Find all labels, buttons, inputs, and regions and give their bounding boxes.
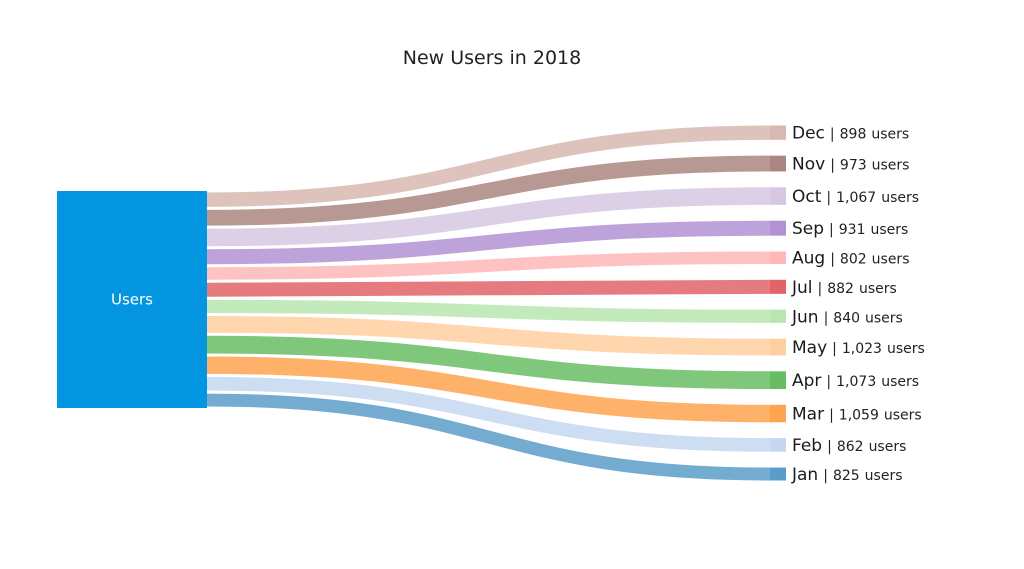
unit-suffix: users — [865, 468, 903, 484]
unit-suffix: users — [872, 158, 910, 174]
target-label-jul: Jul | 882 users — [791, 278, 897, 298]
target-label-feb: Feb | 862 users — [792, 436, 906, 456]
flow-link-sep[interactable] — [206, 220, 771, 265]
target-node-jul[interactable] — [770, 279, 786, 294]
source-node-users — [57, 191, 207, 408]
target-label-jan: Jan | 825 users — [791, 465, 903, 485]
target-label-dec: Dec | 898 users — [792, 124, 909, 144]
flow-link-aug[interactable] — [206, 251, 771, 280]
separator: | — [824, 310, 829, 326]
flow-link-apr[interactable] — [206, 335, 771, 390]
source-node-label: Users — [111, 291, 153, 309]
user-count: 931 — [839, 222, 866, 238]
month-label: Dec — [792, 124, 825, 144]
target-label-jun: Jun | 840 users — [791, 307, 903, 327]
separator: | — [826, 374, 831, 390]
target-node-feb[interactable] — [770, 438, 786, 452]
unit-suffix: users — [859, 281, 897, 297]
unit-suffix: users — [872, 252, 910, 268]
month-label: May — [792, 338, 827, 358]
separator: | — [829, 408, 834, 424]
separator: | — [830, 252, 835, 268]
flow-link-may[interactable] — [206, 315, 771, 356]
unit-suffix: users — [881, 190, 919, 206]
target-node-dec[interactable] — [770, 125, 786, 140]
flow-link-dec[interactable] — [206, 125, 771, 207]
month-label: Nov — [792, 155, 825, 175]
target-label-nov: Nov | 973 users — [792, 155, 909, 175]
target-label-aug: Aug | 802 users — [792, 249, 910, 269]
user-count: 1,073 — [836, 374, 876, 390]
target-node-nov[interactable] — [770, 155, 786, 172]
flow-link-jan[interactable] — [206, 393, 771, 481]
month-label: Aug — [792, 249, 825, 269]
unit-suffix: users — [869, 439, 907, 455]
separator: | — [832, 341, 837, 357]
target-label-apr: Apr | 1,073 users — [792, 371, 919, 391]
unit-suffix: users — [881, 374, 919, 390]
user-count: 825 — [833, 468, 860, 484]
month-label: Mar — [792, 405, 824, 425]
target-node-mar[interactable] — [770, 404, 786, 423]
user-count: 1,059 — [839, 408, 879, 424]
target-node-jan[interactable] — [770, 467, 786, 481]
target-label-oct: Oct | 1,067 users — [792, 187, 919, 207]
month-label: Oct — [792, 187, 822, 207]
flow-link-feb[interactable] — [206, 376, 771, 452]
month-label: Sep — [792, 219, 824, 239]
flow-link-jul[interactable] — [206, 279, 771, 297]
unit-suffix: users — [871, 222, 909, 238]
unit-suffix: users — [887, 341, 925, 357]
flow-link-jun[interactable] — [206, 299, 771, 323]
month-label: Feb — [792, 436, 822, 456]
unit-suffix: users — [884, 408, 922, 424]
chart-title: New Users in 2018 — [403, 47, 581, 69]
user-count: 973 — [840, 158, 867, 174]
target-node-sep[interactable] — [770, 220, 786, 236]
unit-suffix: users — [871, 127, 909, 143]
flow-link-oct[interactable] — [206, 187, 771, 247]
target-label-sep: Sep | 931 users — [792, 219, 908, 239]
flow-link-nov[interactable] — [206, 155, 771, 226]
flow-link-mar[interactable] — [206, 356, 771, 423]
month-label: Jan — [791, 465, 818, 485]
target-node-may[interactable] — [770, 338, 786, 356]
user-count: 802 — [840, 252, 867, 268]
target-node-apr[interactable] — [770, 371, 786, 390]
target-label-may: May | 1,023 users — [792, 338, 925, 358]
month-label: Jul — [791, 278, 813, 298]
user-count: 840 — [833, 310, 860, 326]
target-node-aug[interactable] — [770, 251, 786, 264]
unit-suffix: users — [865, 310, 903, 326]
user-count: 882 — [827, 281, 854, 297]
target-nodes — [770, 125, 786, 481]
separator: | — [829, 222, 834, 238]
user-count: 862 — [837, 439, 864, 455]
target-label-mar: Mar | 1,059 users — [792, 405, 922, 425]
separator: | — [823, 468, 828, 484]
separator: | — [818, 281, 823, 297]
user-count: 898 — [840, 127, 867, 143]
user-count: 1,067 — [836, 190, 876, 206]
flow-links — [206, 125, 771, 481]
separator: | — [830, 158, 835, 174]
separator: | — [827, 439, 832, 455]
month-label: Apr — [792, 371, 821, 391]
target-node-oct[interactable] — [770, 187, 786, 205]
separator: | — [830, 127, 835, 143]
separator: | — [826, 190, 831, 206]
user-count: 1,023 — [842, 341, 882, 357]
month-label: Jun — [791, 307, 819, 327]
target-node-jun[interactable] — [770, 309, 786, 323]
